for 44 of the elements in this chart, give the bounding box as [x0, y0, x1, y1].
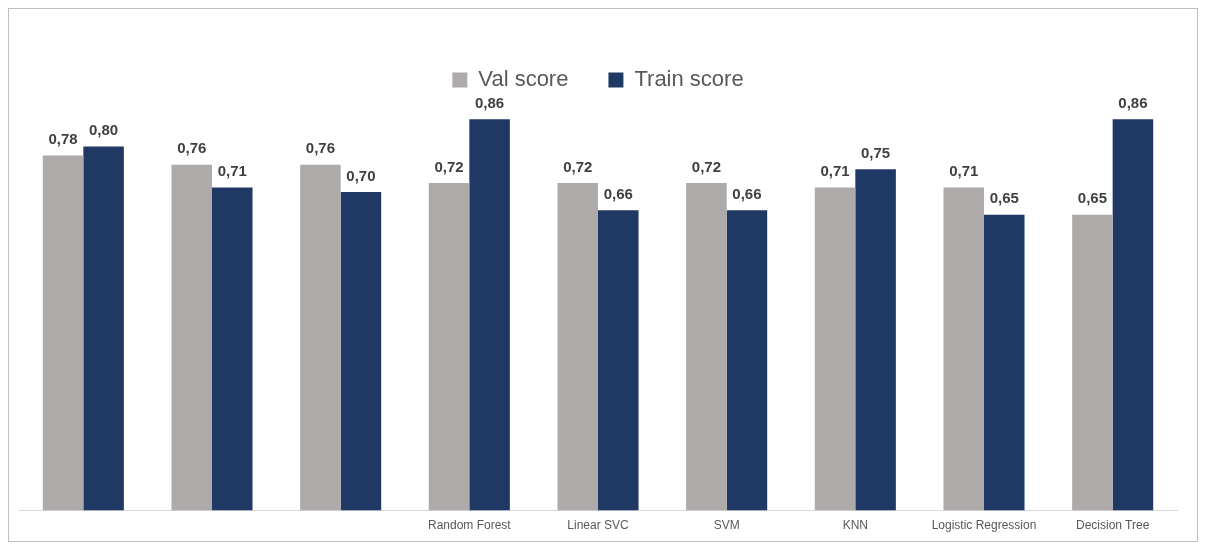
x-tick-label: Logistic Regression: [931, 518, 1037, 533]
bar: [1112, 119, 1154, 511]
data-label: 0,71: [949, 162, 979, 180]
data-label: 0,72: [434, 157, 464, 175]
legend-label: Train score: [634, 66, 744, 92]
data-label: 0,78: [48, 130, 78, 148]
bar: [1072, 214, 1113, 511]
bar: [984, 214, 1025, 511]
data-label: 0,71: [820, 162, 850, 180]
bar: [83, 146, 124, 511]
bar: [340, 192, 382, 511]
bar: [686, 182, 727, 511]
data-label: 0,72: [563, 157, 593, 175]
data-label: 0,66: [603, 184, 633, 202]
x-tick-label: Linear SVC: [567, 518, 630, 533]
bar: [814, 187, 856, 511]
data-label: 0,70: [346, 166, 376, 184]
data-label: 0,76: [305, 139, 335, 157]
bar: [428, 182, 470, 511]
data-label: 0,76: [177, 139, 207, 157]
data-label: 0,65: [989, 189, 1019, 207]
data-label: 0,86: [1118, 93, 1148, 111]
data-label: 0,75: [861, 143, 891, 161]
x-tick-label: Random Forest: [427, 518, 512, 533]
data-label: 0,72: [691, 157, 721, 175]
bar: [171, 164, 212, 511]
x-tick-label: KNN: [842, 518, 869, 533]
bar: [943, 187, 984, 511]
data-label: 0,80: [89, 121, 119, 139]
bar: [469, 119, 510, 511]
bar: [42, 155, 84, 511]
x-tick-label: Decision Tree: [1075, 518, 1150, 533]
data-label: 0,65: [1077, 189, 1107, 207]
bar: [598, 210, 639, 511]
bar: [557, 182, 598, 511]
data-label: 0,86: [475, 93, 505, 111]
legend-label: Val score: [478, 66, 569, 92]
bar: [855, 169, 896, 511]
data-label: 0,66: [732, 184, 762, 202]
x-tick-label: SVM: [713, 518, 740, 533]
bar: [726, 210, 768, 511]
data-label: 0,71: [217, 162, 247, 180]
bar: [300, 164, 341, 511]
bar: [212, 187, 253, 511]
